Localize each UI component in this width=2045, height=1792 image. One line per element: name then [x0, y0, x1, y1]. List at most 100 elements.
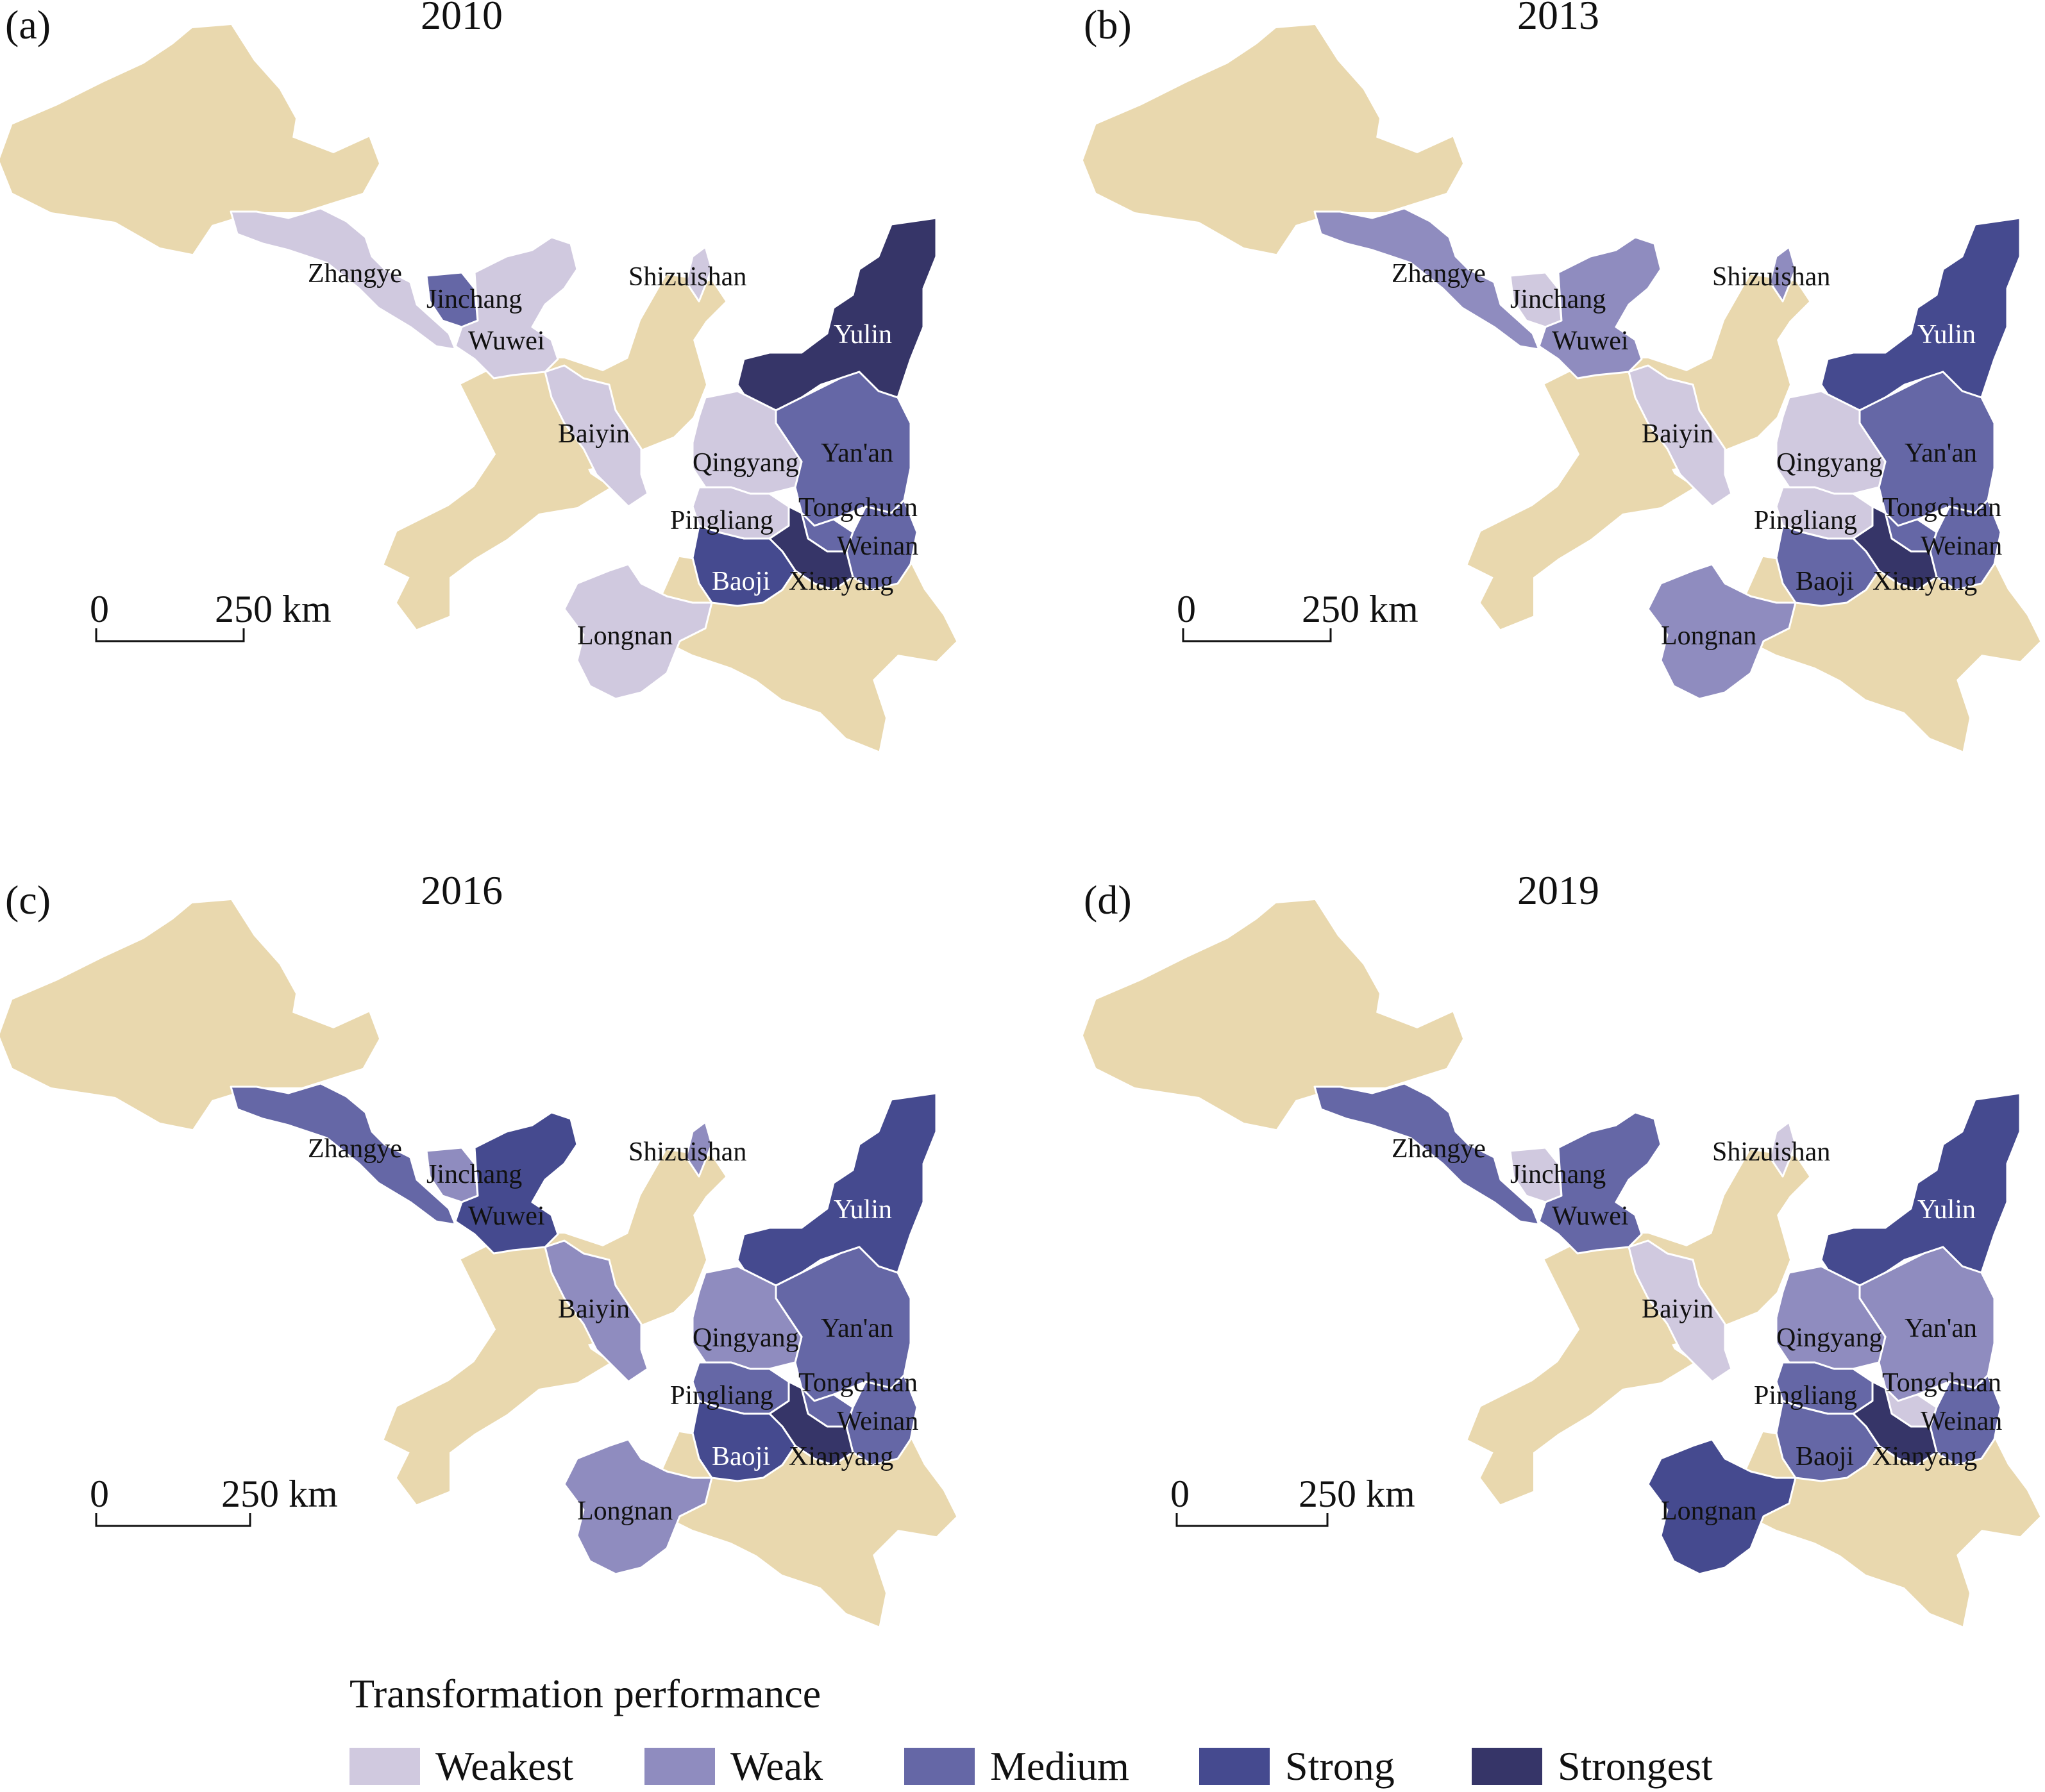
background-province-1-2016: [0, 900, 380, 1130]
city-label-weinan-2019: Weinan: [1921, 1407, 2002, 1436]
city-label-baoji-2016: Baoji: [712, 1442, 770, 1471]
city-label-pingliang-2010: Pingliang: [670, 506, 773, 535]
background-province-3-2016: [383, 1271, 610, 1505]
city-region-longnan-2016: [563, 1438, 713, 1575]
city-label-baiyin-2010: Baiyin: [558, 419, 630, 449]
scale-zero-label-2013: 0: [1177, 588, 1196, 630]
panel-year-2010: 2010: [421, 0, 503, 38]
city-label-wuwei-2019: Wuwei: [1552, 1202, 1629, 1231]
city-label-jinchang-2010: Jinchang: [426, 285, 522, 314]
scale-distance-label-2016: 250 km: [221, 1473, 338, 1515]
map-panel-2016: Zhangye Jinchang Wuwei Baiyin Shizuishan Yuli…: [0, 900, 957, 1627]
map-panel-2010: Zhangye Jinchang Wuwei Baiyin Shizuishan Yuli…: [0, 24, 957, 751]
legend-item-medium: Medium: [904, 1743, 1129, 1789]
city-region-wuwei-2013: [1538, 236, 1662, 380]
legend-label-medium: Medium: [990, 1743, 1129, 1789]
city-label-yanan-2010: Yan'an: [821, 439, 893, 468]
city-label-yulin-2016: Yulin: [834, 1195, 892, 1225]
city-region-baoji-2013: [1775, 524, 1880, 607]
city-label-shizuishan-2010: Shizuishan: [628, 262, 746, 292]
city-label-qingyang-2010: Qingyang: [693, 448, 799, 478]
city-label-xianyang-2019: Xianyang: [1872, 1442, 1977, 1471]
legend-item-weakest: Weakest: [349, 1743, 574, 1789]
city-label-weinan-2010: Weinan: [837, 532, 918, 561]
scale-bar-2019: [1175, 1513, 1329, 1527]
city-label-wuwei-2010: Wuwei: [468, 326, 545, 356]
city-label-baoji-2013: Baoji: [1796, 567, 1854, 596]
city-label-longnan-2019: Longnan: [1661, 1496, 1756, 1526]
city-label-pingliang-2016: Pingliang: [670, 1381, 773, 1411]
city-region-zhangye-2013: [1313, 207, 1540, 351]
scale-zero-label-2010: 0: [90, 588, 109, 630]
background-province-1-2019: [1082, 900, 1463, 1130]
city-region-baiyin-2013: [1628, 364, 1733, 508]
city-label-wuwei-2013: Wuwei: [1552, 326, 1629, 356]
city-label-longnan-2016: Longnan: [577, 1496, 673, 1526]
city-label-yulin-2019: Yulin: [1917, 1195, 1976, 1225]
city-label-qingyang-2013: Qingyang: [1776, 448, 1883, 478]
city-region-shizuishan-2010: [685, 246, 713, 303]
city-region-wuwei-2019: [1538, 1111, 1662, 1255]
city-label-baoji-2010: Baoji: [712, 567, 770, 596]
city-label-yanan-2019: Yan'an: [1905, 1314, 1977, 1343]
legend-label-weak: Weak: [730, 1743, 823, 1789]
legend-swatch-strongest: [1472, 1748, 1542, 1785]
city-region-weinan-2019: [1929, 1374, 2002, 1466]
city-region-baoji-2010: [691, 524, 796, 607]
city-label-tongchuan-2016: Tongchuan: [798, 1368, 918, 1398]
city-region-baiyin-2010: [544, 364, 649, 508]
scale-zero-label-2019: 0: [1170, 1473, 1190, 1515]
city-region-shizuishan-2019: [1769, 1121, 1797, 1178]
map-panel-2013: Zhangye Jinchang Wuwei Baiyin Shizuishan Yuli…: [1082, 24, 2041, 751]
city-region-zhangye-2016: [230, 1082, 457, 1226]
city-region-wuwei-2016: [454, 1111, 578, 1255]
background-province-1-2013: [1082, 24, 1463, 255]
city-region-baiyin-2016: [544, 1239, 649, 1383]
panel-year-2013: 2013: [1517, 0, 1599, 38]
city-label-longnan-2010: Longnan: [577, 621, 673, 651]
city-label-baiyin-2019: Baiyin: [1642, 1294, 1713, 1324]
legend-label-weakest: Weakest: [435, 1743, 574, 1789]
scale-bar-2010: [95, 628, 245, 642]
legend-item-weak: Weak: [644, 1743, 823, 1789]
city-label-baiyin-2013: Baiyin: [1642, 419, 1713, 449]
panel-letter-2016: (c): [5, 877, 51, 923]
city-label-zhangye-2016: Zhangye: [308, 1134, 402, 1164]
map-panel-2019: Zhangye Jinchang Wuwei Baiyin Shizuishan Yuli…: [1082, 900, 2041, 1627]
city-label-wuwei-2016: Wuwei: [468, 1202, 545, 1231]
panel-letter-2010: (a): [5, 2, 51, 47]
background-province-3-2019: [1467, 1271, 1694, 1505]
city-label-zhangye-2013: Zhangye: [1392, 259, 1486, 289]
city-region-weinan-2010: [845, 499, 918, 591]
city-region-baoji-2019: [1775, 1400, 1880, 1482]
city-region-weinan-2013: [1929, 499, 2002, 591]
panel-year-2016: 2016: [421, 867, 503, 913]
city-label-qingyang-2019: Qingyang: [1776, 1323, 1883, 1353]
legend-swatch-strong: [1199, 1748, 1270, 1785]
city-region-shizuishan-2013: [1769, 246, 1797, 303]
city-label-tongchuan-2010: Tongchuan: [798, 493, 918, 523]
city-region-zhangye-2010: [230, 207, 457, 351]
city-label-shizuishan-2016: Shizuishan: [628, 1137, 746, 1167]
city-label-shizuishan-2019: Shizuishan: [1712, 1137, 1830, 1167]
city-label-zhangye-2019: Zhangye: [1392, 1134, 1486, 1164]
city-label-xianyang-2016: Xianyang: [789, 1442, 893, 1471]
city-label-pingliang-2019: Pingliang: [1754, 1381, 1857, 1411]
city-label-baoji-2019: Baoji: [1796, 1442, 1854, 1471]
city-label-xianyang-2010: Xianyang: [789, 567, 893, 596]
legend-label-strong: Strong: [1285, 1743, 1395, 1789]
city-label-jinchang-2016: Jinchang: [426, 1160, 522, 1189]
city-region-longnan-2013: [1647, 563, 1797, 700]
panel-letter-2019: (d): [1084, 877, 1132, 923]
background-province-1-2010: [0, 24, 380, 255]
scale-distance-label-2010: 250 km: [215, 588, 332, 630]
legend-swatch-weak: [644, 1748, 715, 1785]
scale-distance-label-2013: 250 km: [1302, 588, 1418, 630]
background-province-3-2013: [1467, 396, 1694, 630]
city-region-longnan-2019: [1647, 1438, 1797, 1575]
legend-swatch-weakest: [349, 1748, 420, 1785]
city-region-wuwei-2010: [454, 236, 578, 380]
city-label-jinchang-2013: Jinchang: [1510, 285, 1606, 314]
city-label-zhangye-2010: Zhangye: [308, 259, 402, 289]
